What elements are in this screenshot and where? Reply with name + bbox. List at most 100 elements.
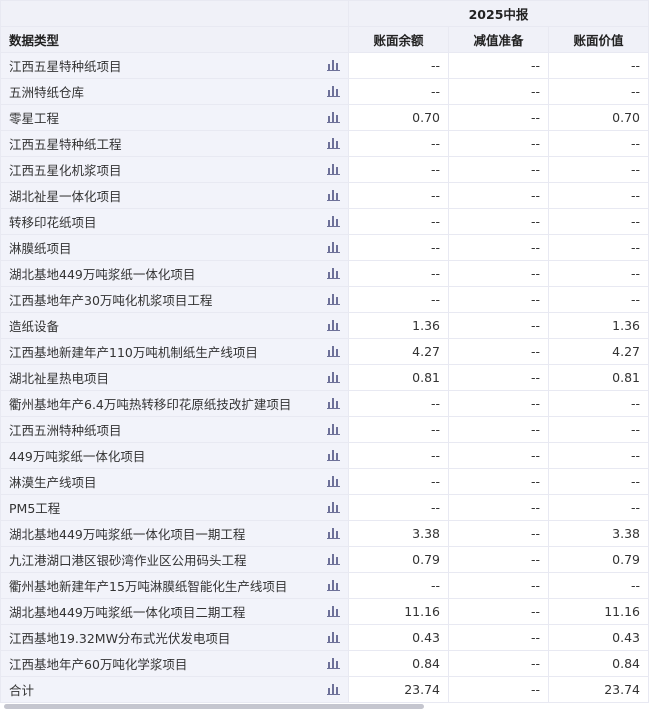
col-header: 账面价值: [547, 26, 650, 53]
bar-chart-icon[interactable]: [327, 215, 340, 227]
row-name: 转移印花纸项目: [0, 208, 349, 235]
table-row: 九江港湖口港区银砂湾作业区公用码头工程 0.79 -- 0.79: [0, 546, 650, 573]
value-cell: --: [448, 416, 549, 443]
value-cell: --: [448, 260, 549, 287]
row-label: PM5工程: [9, 501, 61, 516]
row-label: 湖北祉星一体化项目: [9, 189, 122, 204]
row-name: 衢州基地新建年产15万吨淋膜纸智能化生产线项目: [0, 572, 349, 599]
bar-chart-icon[interactable]: [327, 423, 340, 435]
value-cell: --: [348, 494, 449, 521]
col-header: 账面余额: [348, 26, 449, 53]
value-cell: --: [348, 52, 449, 79]
col-header: 减值准备: [448, 26, 549, 53]
bar-chart-icon[interactable]: [327, 189, 340, 201]
table-row: 合计 23.74 -- 23.74: [0, 676, 650, 703]
row-label: 江西基地年产60万吨化学浆项目: [9, 657, 188, 672]
row-label: 江西基地年产30万吨化机浆项目工程: [9, 293, 213, 308]
horizontal-scrollbar[interactable]: [4, 704, 424, 709]
row-label: 江西五星特种纸项目: [9, 59, 122, 74]
bar-chart-icon[interactable]: [327, 319, 340, 331]
row-name: 江西基地19.32MW分布式光伏发电项目: [0, 624, 349, 651]
value-cell: --: [448, 234, 549, 261]
table-row: 五洲特纸仓库 -- -- --: [0, 78, 650, 105]
value-cell: 4.27: [348, 338, 449, 365]
bar-chart-icon[interactable]: [327, 631, 340, 643]
value-cell: --: [448, 130, 549, 157]
value-cell: --: [547, 572, 650, 599]
value-cell: --: [348, 78, 449, 105]
value-cell: --: [547, 208, 650, 235]
row-label: 江西五星化机浆项目: [9, 163, 122, 178]
row-label: 湖北基地449万吨浆纸一体化项目: [9, 267, 196, 282]
value-cell: --: [448, 156, 549, 183]
value-cell: 0.70: [348, 104, 449, 131]
value-cell: --: [448, 546, 549, 573]
table-row: 湖北祉星热电项目 0.81 -- 0.81: [0, 364, 650, 391]
table-row: 造纸设备 1.36 -- 1.36: [0, 312, 650, 339]
row-name: 江西基地年产60万吨化学浆项目: [0, 650, 349, 677]
table-row: 衢州基地年产6.4万吨热转移印花原纸技改扩建项目 -- -- --: [0, 390, 650, 417]
table-row: 江西五星特种纸工程 -- -- --: [0, 130, 650, 157]
value-cell: --: [448, 494, 549, 521]
bar-chart-icon[interactable]: [327, 111, 340, 123]
row-name: 449万吨浆纸一体化项目: [0, 442, 349, 469]
value-cell: 0.84: [348, 650, 449, 677]
value-cell: 0.79: [547, 546, 650, 573]
value-cell: --: [348, 442, 449, 469]
row-label: 衢州基地年产6.4万吨热转移印花原纸技改扩建项目: [9, 397, 292, 412]
value-cell: --: [448, 208, 549, 235]
bar-chart-icon[interactable]: [327, 527, 340, 539]
row-label: 449万吨浆纸一体化项目: [9, 449, 146, 464]
value-cell: --: [448, 182, 549, 209]
bar-chart-icon[interactable]: [327, 605, 340, 617]
value-cell: --: [448, 286, 549, 313]
value-cell: --: [448, 520, 549, 547]
bar-chart-icon[interactable]: [327, 345, 340, 357]
bar-chart-icon[interactable]: [327, 371, 340, 383]
table-row: 江西五星化机浆项目 -- -- --: [0, 156, 650, 183]
bar-chart-icon[interactable]: [327, 683, 340, 695]
row-label: 江西五星特种纸工程: [9, 137, 122, 152]
bar-chart-icon[interactable]: [327, 553, 340, 565]
period-header: 2025中报: [347, 0, 650, 27]
bar-chart-icon[interactable]: [327, 241, 340, 253]
value-cell: --: [547, 494, 650, 521]
bar-chart-icon[interactable]: [327, 163, 340, 175]
bar-chart-icon[interactable]: [327, 501, 340, 513]
bar-chart-icon[interactable]: [327, 449, 340, 461]
value-cell: 23.74: [348, 676, 449, 703]
value-cell: --: [448, 104, 549, 131]
table-row: 淋膜纸项目 -- -- --: [0, 234, 650, 261]
bar-chart-icon[interactable]: [327, 397, 340, 409]
bar-chart-icon[interactable]: [327, 85, 340, 97]
table-row: 江西五洲特种纸项目 -- -- --: [0, 416, 650, 443]
table-row: 江西五星特种纸项目 -- -- --: [0, 52, 650, 79]
row-name: 江西五星特种纸工程: [0, 130, 349, 157]
value-cell: 0.43: [547, 624, 650, 651]
value-cell: 1.36: [547, 312, 650, 339]
bar-chart-icon[interactable]: [327, 475, 340, 487]
row-name: 湖北基地449万吨浆纸一体化项目二期工程: [0, 598, 349, 625]
bar-chart-icon[interactable]: [327, 137, 340, 149]
bar-chart-icon[interactable]: [327, 657, 340, 669]
row-label: 衢州基地新建年产15万吨淋膜纸智能化生产线项目: [9, 579, 288, 594]
row-label: 湖北基地449万吨浆纸一体化项目二期工程: [9, 605, 246, 620]
value-cell: --: [547, 156, 650, 183]
row-name: PM5工程: [0, 494, 349, 521]
table-row: 湖北祉星一体化项目 -- -- --: [0, 182, 650, 209]
row-name: 湖北基地449万吨浆纸一体化项目: [0, 260, 349, 287]
bar-chart-icon[interactable]: [327, 267, 340, 279]
value-cell: --: [348, 234, 449, 261]
value-cell: --: [348, 260, 449, 287]
table-row: PM5工程 -- -- --: [0, 494, 650, 521]
bar-chart-icon[interactable]: [327, 293, 340, 305]
table-row: 湖北基地449万吨浆纸一体化项目 -- -- --: [0, 260, 650, 287]
value-cell: 23.74: [547, 676, 650, 703]
bar-chart-icon[interactable]: [327, 579, 340, 591]
bar-chart-icon[interactable]: [327, 59, 340, 71]
row-label: 湖北基地449万吨浆纸一体化项目一期工程: [9, 527, 246, 542]
row-label: 转移印花纸项目: [9, 215, 97, 230]
value-cell: --: [348, 572, 449, 599]
table-row: 湖北基地449万吨浆纸一体化项目一期工程 3.38 -- 3.38: [0, 520, 650, 547]
value-cell: --: [547, 416, 650, 443]
